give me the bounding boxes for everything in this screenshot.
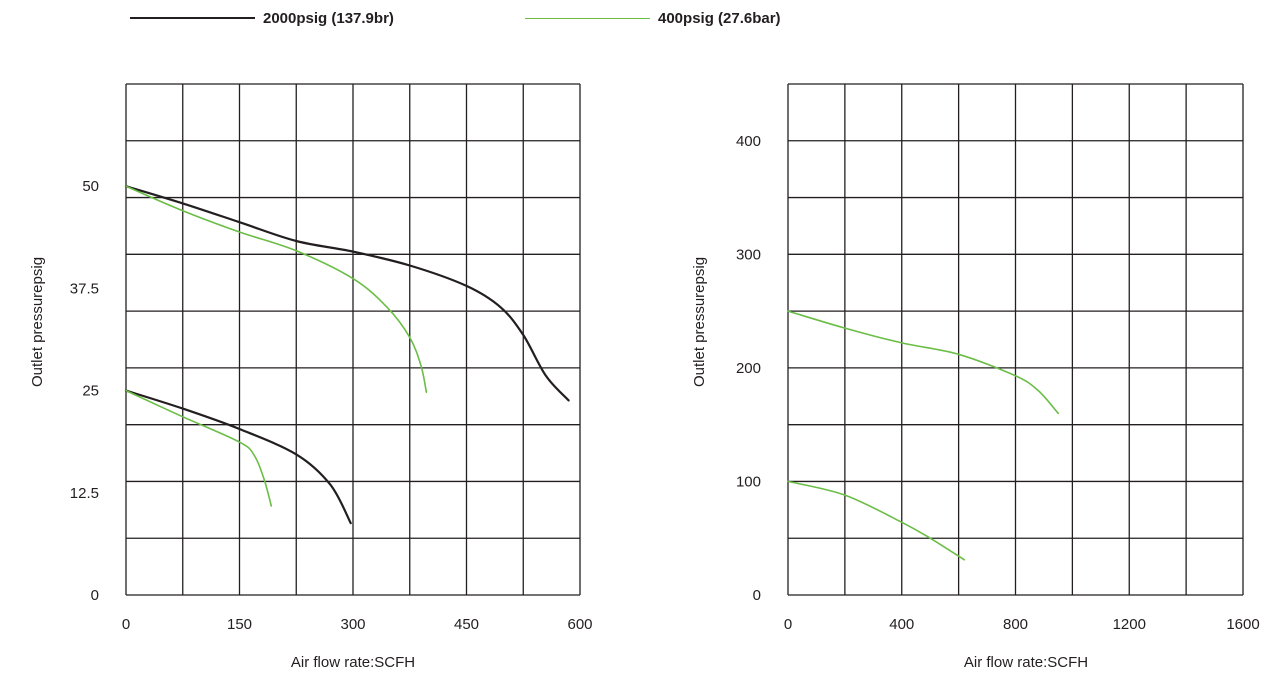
left-x-ticks: 0 150 300 450 600 (122, 616, 593, 633)
legend-item-2000psig: 2000psig (137.9br) (130, 8, 394, 28)
left-grid (125, 83, 581, 596)
left-series-line-1 (125, 185, 428, 393)
right-series-line-0 (787, 310, 1059, 415)
right-y-tick-label: 0 (753, 587, 761, 604)
right-y-axis-label: Outlet pressurepsig (691, 257, 708, 387)
legend-item-400psig: 400psig (27.6bar) (525, 8, 781, 28)
left-y-tick-label: 0 (91, 587, 99, 604)
left-x-tick-label: 450 (454, 616, 479, 633)
left-y-tick-label: 50 (82, 178, 99, 195)
right-y-tick-label: 300 (736, 246, 761, 263)
chart-right: 0 400 800 1200 1600 0 100 200 300 400 Air flow rat… (691, 83, 1260, 671)
chart-left: 0 150 300 450 600 0 12.5 25 37.5 50 Air flow rate:… (29, 83, 593, 671)
left-x-tick-label: 300 (340, 616, 365, 633)
right-x-tick-label: 1200 (1113, 616, 1146, 633)
left-y-tick-label: 25 (82, 383, 99, 400)
legend-label-2000psig: 2000psig (137.9br) (263, 9, 394, 27)
right-x-tick-label: 1600 (1226, 616, 1259, 633)
left-x-tick-label: 150 (227, 616, 252, 633)
left-y-tick-label: 12.5 (70, 485, 99, 502)
right-series-line-1 (787, 480, 966, 561)
left-y-axis-label: Outlet pressurepsig (29, 257, 46, 387)
left-series-line-3 (125, 389, 273, 507)
left-x-tick-label: 0 (122, 616, 130, 633)
left-x-tick-label: 600 (567, 616, 592, 633)
right-x-tick-label: 400 (889, 616, 914, 633)
right-grid (787, 83, 1244, 596)
left-series-group (124, 185, 570, 525)
right-y-tick-label: 400 (736, 133, 761, 150)
legend-swatch-2000psig (130, 17, 255, 19)
left-series-line-0 (124, 185, 570, 402)
left-y-tick-label: 37.5 (70, 280, 99, 297)
legend-label-400psig: 400psig (27.6bar) (658, 9, 781, 27)
left-series-line-2 (124, 389, 352, 525)
right-x-tick-label: 800 (1003, 616, 1028, 633)
right-x-axis-label: Air flow rate:SCFH (964, 654, 1088, 671)
right-y-ticks: 0 100 200 300 400 (736, 133, 761, 604)
left-y-ticks: 0 12.5 25 37.5 50 (70, 178, 99, 604)
left-x-axis-label: Air flow rate:SCFH (291, 654, 415, 671)
right-y-tick-label: 200 (736, 360, 761, 377)
right-x-ticks: 0 400 800 1200 1600 (784, 616, 1260, 633)
legend: 2000psig (137.9br) 400psig (27.6bar) (0, 0, 1287, 40)
right-x-tick-label: 0 (784, 616, 792, 633)
legend-swatch-400psig (525, 17, 650, 19)
right-series-group (787, 310, 1059, 561)
right-y-tick-label: 100 (736, 473, 761, 490)
